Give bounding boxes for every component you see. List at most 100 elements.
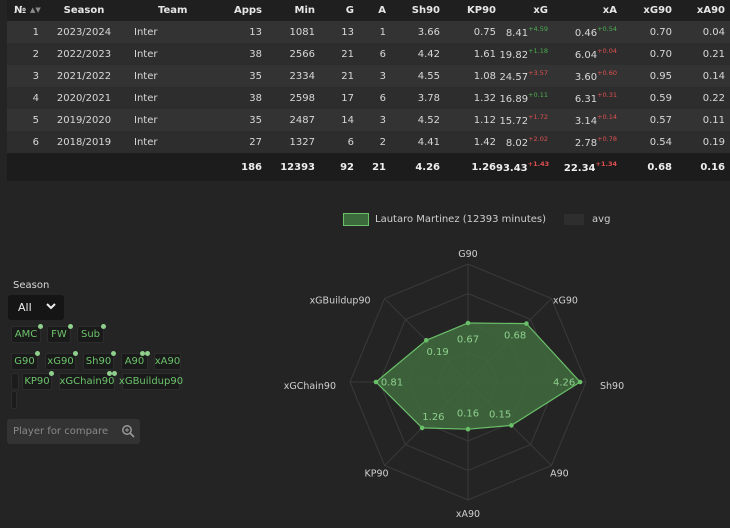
legend-avg-swatch[interactable] (564, 214, 585, 225)
cell-kp90: 1.08 (473, 70, 496, 82)
cell-apps: 38 (249, 48, 262, 60)
legend-player-swatch[interactable] (343, 213, 369, 226)
cell-season: 2021/2022 (56, 70, 112, 82)
legend-avg-label[interactable]: avg (592, 214, 611, 225)
cell-a: 2 (379, 136, 386, 148)
table-totals-row: 186 12393 92 21 4.26 1.26 93.43+1.43 22.… (7, 153, 730, 181)
cell-min: 2334 (289, 70, 315, 82)
cell-g: 21 (341, 70, 354, 82)
col-header-xa90[interactable]: xA90 (696, 5, 725, 16)
cell-kp90: 0.75 (473, 26, 496, 38)
cell-xa: 3.60+0.60 (574, 69, 617, 83)
col-header-num[interactable]: № ▲▼ (14, 5, 41, 16)
filter-chip-kp90[interactable]: KP90 (22, 371, 54, 390)
chevron-down-icon (46, 303, 56, 310)
col-header-xg[interactable]: xG (533, 5, 548, 16)
cell-xg90: 0.95 (649, 70, 672, 82)
selected-dot-icon (68, 324, 73, 329)
radar-value-label: 4.26 (553, 378, 575, 389)
cell-min: 2566 (289, 48, 315, 60)
radar-value-label: 0.19 (426, 347, 448, 358)
col-header-season[interactable]: Season (63, 5, 105, 16)
col-header-xg90[interactable]: xG90 (643, 5, 672, 16)
cell-team: Inter (134, 48, 158, 60)
cell-apps: 27 (249, 136, 262, 148)
selected-dot-icon (140, 351, 145, 356)
cell-xa90: 0.14 (702, 70, 725, 82)
col-header-xa[interactable]: xA (602, 5, 617, 16)
total-xg90: 0.68 (647, 161, 672, 173)
cell-xa90: 0.11 (702, 114, 725, 126)
table-row: 4 2020/2021 Inter 38 2598 17 6 3.78 1.32 16.89+0.… (7, 87, 730, 109)
total-kp90: 1.26 (471, 161, 496, 173)
total-sh90: 4.26 (415, 161, 440, 173)
cell-season: 2018/2019 (56, 136, 112, 148)
filter-chip-xgbuildup90[interactable]: xGBuildup90 (119, 373, 183, 390)
filter-chip-amc[interactable]: AMC (11, 324, 43, 343)
cell-team: Inter (134, 70, 158, 82)
filter-chip-spacer (11, 391, 17, 409)
cell-xa: 6.31+0.31 (574, 91, 617, 105)
cell-xa90: 0.22 (702, 92, 725, 104)
legend-player-label[interactable]: Lautaro Martinez (12393 minutes) (375, 214, 547, 225)
radar-point[interactable] (524, 321, 529, 326)
filter-chip-a90[interactable]: A90 (121, 351, 150, 370)
col-header-g[interactable]: G (345, 5, 354, 16)
cell-apps: 35 (249, 114, 262, 126)
table-row: 3 2021/2022 Inter 35 2334 21 3 4.55 1.08 24.57+3.… (7, 65, 730, 87)
cell-xa: 3.14+0.14 (574, 113, 617, 127)
filter-chip-fw[interactable]: FW (47, 324, 73, 343)
col-header-kp90[interactable]: KP90 (467, 5, 496, 16)
season-select[interactable]: All (8, 295, 64, 320)
cell-xg: 15.72+1.72 (499, 113, 548, 127)
filter-chip-sub[interactable]: Sub (77, 324, 106, 343)
cell-xa90: 0.21 (702, 48, 725, 60)
cell-a: 3 (379, 114, 386, 126)
selected-dot-icon (112, 371, 117, 376)
search-icon[interactable] (121, 424, 135, 438)
player-compare-input[interactable]: Player for compare (7, 419, 140, 444)
cell-a: 6 (379, 48, 386, 60)
col-header-min[interactable]: Min (294, 5, 316, 16)
radar-axis-label: A90 (550, 468, 569, 479)
cell-num: 2 (32, 48, 39, 60)
cell-sh90: 3.78 (417, 92, 440, 104)
radar-point[interactable] (423, 337, 429, 343)
radar-axis-label: KP90 (365, 468, 389, 479)
filter-chip-xgchain90[interactable]: xGChain90 (59, 371, 117, 390)
col-header-apps[interactable]: Apps (233, 5, 262, 16)
selected-dot-icon (38, 324, 43, 329)
table-row: 6 2018/2019 Inter 27 1327 6 2 4.41 1.42 8.02+2.02… (7, 131, 730, 153)
radar-point[interactable] (465, 426, 471, 432)
col-header-sh90[interactable]: Sh90 (411, 5, 440, 16)
cell-season: 2019/2020 (56, 114, 112, 126)
radar-point[interactable] (419, 425, 425, 431)
selected-dot-icon (101, 324, 106, 329)
cell-a: 6 (379, 92, 386, 104)
radar-point[interactable] (465, 320, 471, 326)
cell-xa: 2.78+0.78 (574, 135, 617, 149)
cell-g: 13 (341, 26, 354, 38)
cell-sh90: 4.41 (417, 136, 440, 148)
col-header-team[interactable]: Team (158, 5, 188, 16)
radar-axis-label: G90 (458, 249, 477, 260)
radar-value-label: 0.68 (504, 330, 526, 341)
col-header-a[interactable]: A (378, 5, 386, 16)
filter-chip-sh90[interactable]: Sh90 (83, 351, 116, 370)
table-row: 2 2022/2023 Inter 38 2566 21 6 4.42 1.61 19.82+1.… (7, 43, 730, 65)
table-row: 1 2023/2024 Inter 13 1081 13 1 3.66 0.75 8.41+4.5… (7, 21, 730, 43)
radar-point[interactable] (577, 379, 583, 385)
selected-dot-icon (111, 351, 116, 356)
radar-axis-label: xGBuildup90 (310, 296, 371, 307)
filter-chip-xg90[interactable]: xG90 (45, 351, 78, 370)
cell-season: 2022/2023 (56, 48, 112, 60)
selected-dot-icon (107, 371, 112, 376)
radar-value-label: 0.16 (457, 409, 479, 420)
cell-sh90: 4.42 (417, 48, 440, 60)
radar-point[interactable] (373, 379, 379, 385)
cell-xa: 0.46+0.54 (574, 25, 617, 39)
filter-chip-xa90[interactable]: xA90 (154, 353, 181, 370)
filter-chip-g90[interactable]: G90 (11, 351, 40, 370)
radar-point[interactable] (509, 423, 514, 428)
total-a: 21 (372, 161, 386, 173)
